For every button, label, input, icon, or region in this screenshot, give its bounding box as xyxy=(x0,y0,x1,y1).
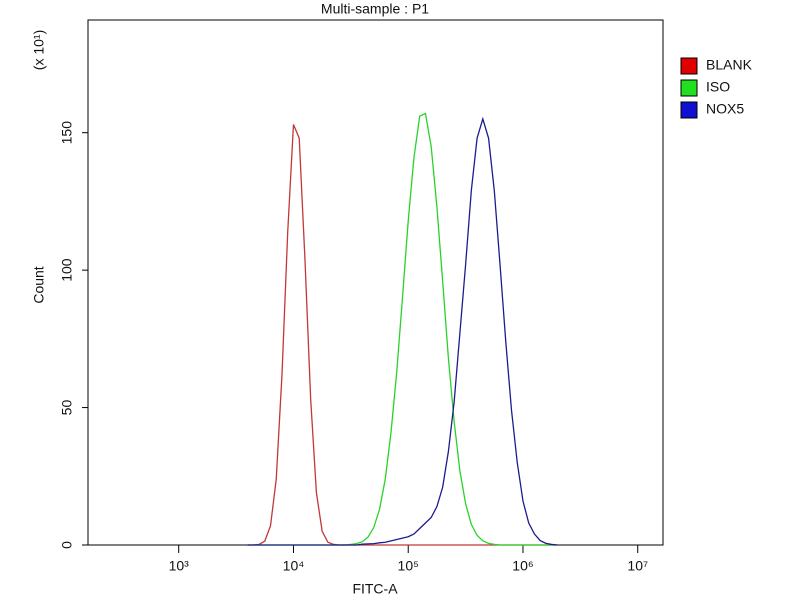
legend-swatch xyxy=(680,57,698,75)
y-tick-label: 100 xyxy=(59,258,75,282)
legend-label: BLANK xyxy=(706,57,753,73)
x-axis-label: FITC-A xyxy=(352,581,398,597)
y-tick-label: 0 xyxy=(59,541,75,549)
series-line xyxy=(247,116,558,546)
y-tick-label: 50 xyxy=(59,400,75,416)
series-line xyxy=(247,124,558,546)
chart-title: Multi-sample : P1 xyxy=(321,1,429,17)
legend-swatch xyxy=(680,79,698,97)
y-axis-label: Count xyxy=(31,266,47,303)
plot-frame xyxy=(87,19,664,546)
x-tick-label: 10⁴ xyxy=(283,558,305,574)
y-multiplier: (x 10¹) xyxy=(31,30,47,70)
x-tick-label: 10⁵ xyxy=(398,558,419,574)
legend-label: ISO xyxy=(706,79,730,95)
legend-label: NOX5 xyxy=(706,101,744,117)
x-tick-label: 10⁶ xyxy=(512,558,533,574)
legend-swatch xyxy=(680,101,698,119)
x-tick-label: 10⁷ xyxy=(627,558,648,574)
y-tick-label: 150 xyxy=(59,121,75,145)
series-line xyxy=(247,112,558,546)
x-tick-label: 10³ xyxy=(169,558,190,574)
